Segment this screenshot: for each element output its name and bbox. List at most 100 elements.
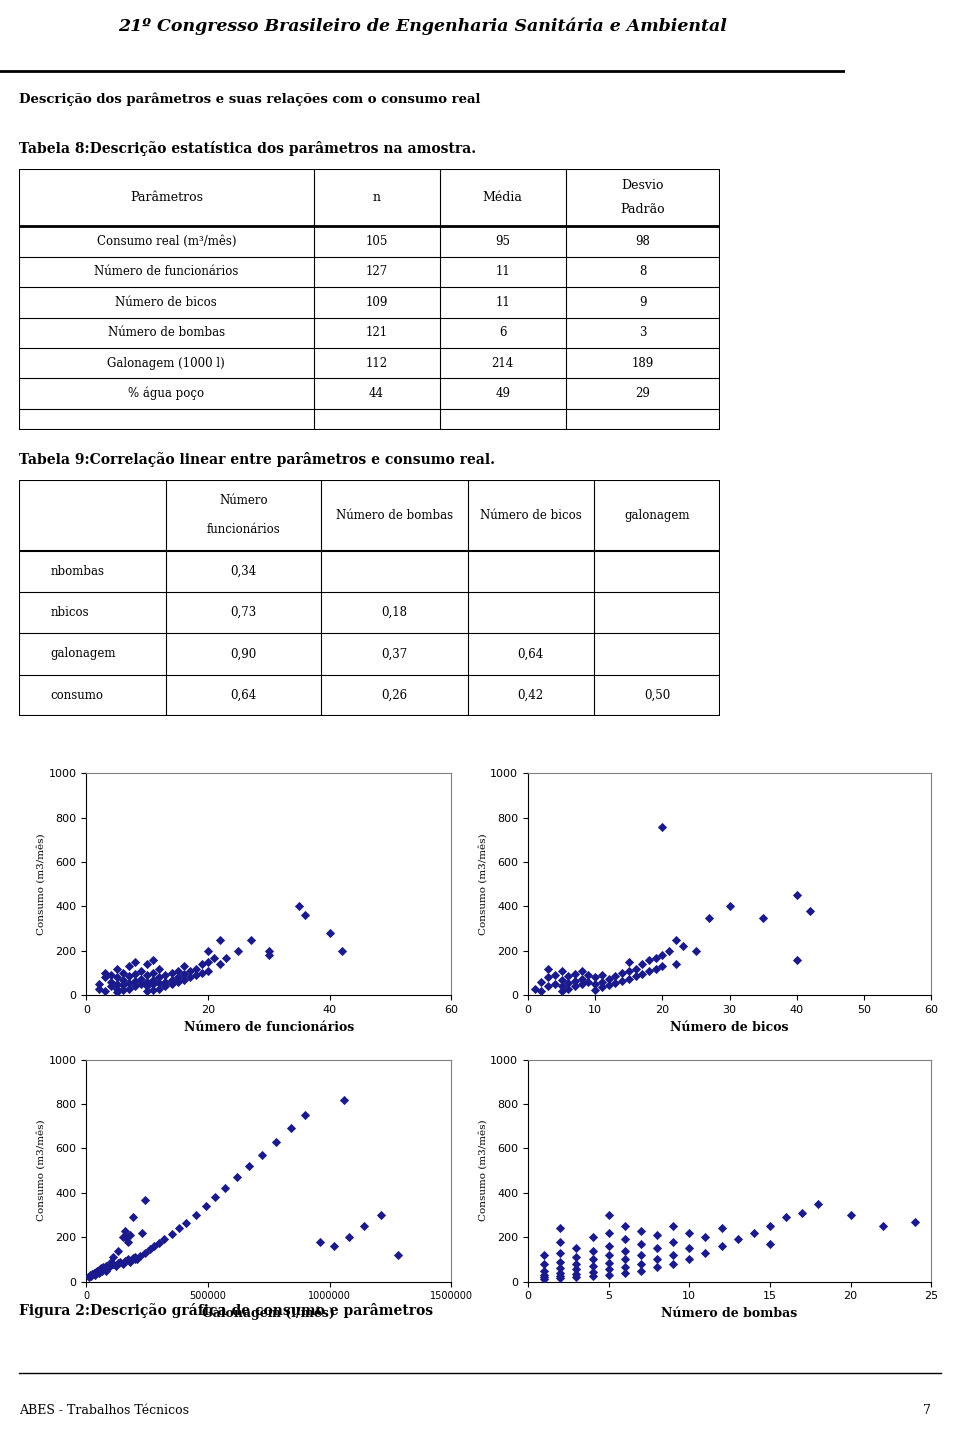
Text: Número: Número	[219, 494, 268, 507]
Point	[109, 977, 125, 1000]
Point	[152, 977, 167, 1000]
Text: 11: 11	[495, 265, 510, 278]
Point	[109, 981, 125, 1004]
Point	[157, 975, 173, 998]
X-axis label: Número de bombas: Número de bombas	[661, 1307, 798, 1320]
Point	[89, 1259, 105, 1282]
Point	[91, 972, 107, 995]
Text: 49: 49	[495, 387, 511, 400]
Point	[94, 1259, 109, 1282]
Point	[269, 1130, 284, 1153]
Point	[634, 1243, 649, 1266]
Point	[152, 967, 167, 990]
Text: 121: 121	[366, 326, 388, 339]
Text: Descrição dos parâmetros e suas relações com o consumo real: Descrição dos parâmetros e suas relações…	[19, 92, 481, 106]
Point	[139, 971, 155, 994]
Point	[164, 962, 180, 985]
Point	[128, 951, 143, 974]
Point	[93, 1257, 108, 1280]
Point	[156, 1229, 172, 1252]
Point	[574, 967, 589, 990]
Point	[714, 1234, 730, 1257]
Text: Número de bicos: Número de bicos	[480, 508, 582, 521]
Point	[146, 968, 161, 991]
Point	[547, 972, 563, 995]
Point	[97, 967, 112, 990]
Point	[261, 939, 276, 962]
Text: Galonagem (1000 l): Galonagem (1000 l)	[108, 357, 226, 369]
Point	[164, 972, 180, 995]
Point	[843, 1203, 858, 1226]
Point	[665, 1243, 681, 1266]
Point	[109, 972, 125, 995]
Point	[82, 1266, 97, 1289]
Text: 0,50: 0,50	[644, 689, 670, 702]
Point	[322, 922, 337, 945]
Point	[585, 1254, 600, 1277]
Text: Número de bombas: Número de bombas	[108, 326, 225, 339]
Point	[212, 928, 228, 951]
Point	[649, 1237, 664, 1260]
Point	[115, 978, 131, 1001]
Point	[123, 1223, 138, 1246]
Point	[101, 1257, 116, 1280]
Point	[146, 962, 161, 985]
Point	[337, 1088, 352, 1111]
Point	[540, 967, 556, 990]
Point	[139, 952, 155, 975]
Point	[665, 1230, 681, 1253]
Point	[540, 957, 556, 979]
Point	[137, 1189, 153, 1211]
Point	[561, 977, 576, 1000]
Point	[688, 939, 704, 962]
Point	[152, 1232, 167, 1254]
Point	[537, 1266, 552, 1289]
Point	[334, 939, 349, 962]
Point	[112, 1250, 128, 1273]
Point	[108, 1254, 123, 1277]
Point	[621, 967, 636, 990]
Point	[810, 1193, 826, 1216]
Point	[198, 1194, 213, 1217]
Point	[907, 1210, 923, 1233]
Text: Tabela 8:Descrição estatística dos parâmetros na amostra.: Tabela 8:Descrição estatística dos parâm…	[19, 142, 476, 156]
Point	[553, 1257, 568, 1280]
Point	[146, 972, 161, 995]
Point	[581, 964, 596, 987]
Point	[568, 1263, 584, 1286]
Point	[601, 1243, 616, 1266]
Text: 3: 3	[639, 326, 647, 339]
Point	[103, 964, 118, 987]
Point	[170, 959, 185, 982]
Point	[115, 974, 131, 997]
Point	[617, 1229, 633, 1252]
Text: 98: 98	[636, 235, 650, 248]
Point	[243, 928, 258, 951]
Point	[298, 1104, 313, 1127]
Point	[118, 1249, 133, 1272]
Point	[201, 951, 216, 974]
Point	[152, 957, 167, 979]
Point	[537, 1263, 552, 1286]
Point	[83, 1263, 98, 1286]
Text: n: n	[372, 190, 380, 205]
Point	[206, 947, 222, 969]
Point	[634, 1259, 649, 1282]
Point	[628, 957, 643, 979]
Point	[601, 1221, 616, 1244]
Point	[128, 975, 143, 998]
Text: Número de bicos: Número de bicos	[115, 296, 217, 309]
Point	[115, 968, 131, 991]
Point	[120, 1230, 135, 1253]
Point	[201, 939, 216, 962]
Point	[561, 971, 576, 994]
Point	[588, 972, 603, 995]
Point	[139, 964, 155, 987]
Point	[92, 1257, 108, 1280]
Point	[157, 971, 173, 994]
Point	[698, 1226, 713, 1249]
Point	[133, 972, 149, 995]
Point	[87, 1263, 103, 1286]
Point	[98, 1254, 113, 1277]
Point	[133, 959, 149, 982]
